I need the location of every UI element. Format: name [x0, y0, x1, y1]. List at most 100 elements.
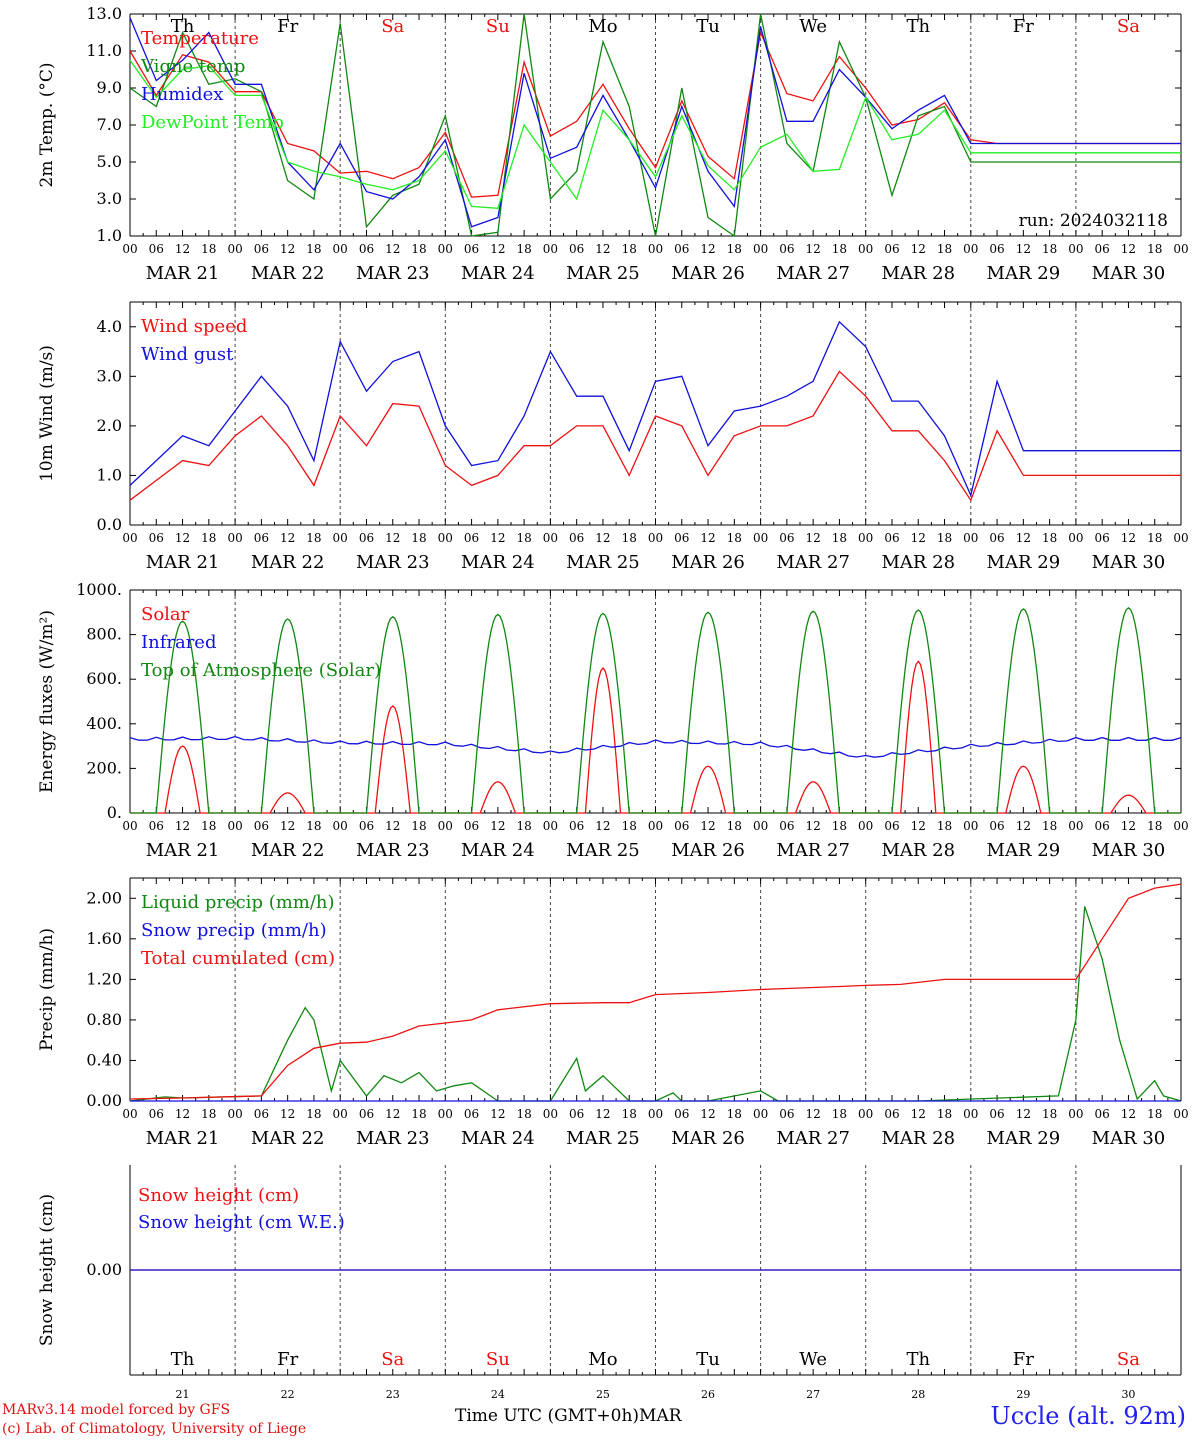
x-date-label: MAR 27	[776, 552, 850, 573]
x-date-label: MAR 30	[1092, 840, 1166, 861]
x-hour-label: 00	[543, 1107, 558, 1121]
x-hour-label: 06	[359, 1107, 374, 1121]
weekday-label: Sa	[381, 1349, 404, 1370]
x-hour-label: 12	[175, 819, 190, 833]
x-hour-label: 00	[648, 819, 663, 833]
x-hour-label: 06	[569, 819, 584, 833]
x-hour-label: 12	[700, 242, 715, 256]
x-hour-label: 18	[1042, 1107, 1057, 1121]
x-hour-label: 06	[989, 242, 1004, 256]
legend-label: Temperature	[141, 28, 259, 49]
x-hour-label: 18	[516, 242, 531, 256]
y-tick-label: 0.00	[86, 1091, 122, 1110]
x-date-label: MAR 29	[987, 552, 1061, 573]
x-hour-label: 00	[333, 242, 348, 256]
x-hour-label: 00	[963, 1107, 978, 1121]
weekday-label: Mo	[588, 1349, 617, 1370]
x-hour-label: 18	[201, 242, 216, 256]
x-date-label: MAR 24	[461, 1128, 535, 1149]
x-hour-label: 06	[884, 242, 899, 256]
x-date-label: MAR 25	[566, 840, 640, 861]
x-hour-label: 18	[622, 1107, 637, 1121]
x-date-label: MAR 23	[356, 263, 430, 284]
x-hour-label: 06	[779, 242, 794, 256]
x-hour-label: 18	[306, 531, 321, 545]
x-hour-label: 06	[884, 819, 899, 833]
series-line-wind-gust	[129, 320, 1181, 498]
x-date-label: MAR 28	[881, 1128, 955, 1149]
x-hour-label: 06	[989, 1107, 1004, 1121]
x-hour-label: 00	[438, 531, 453, 545]
x-hour-label: 00	[227, 242, 242, 256]
series-line-dewpoint-temp	[129, 59, 1181, 209]
x-date-label: MAR 21	[146, 552, 220, 573]
x-hour-label: 12	[385, 1107, 400, 1121]
day-number-label: 28	[911, 1388, 925, 1400]
x-hour-label: 18	[306, 819, 321, 833]
x-date-label: MAR 28	[881, 840, 955, 861]
x-hour-label: 12	[490, 242, 505, 256]
x-hour-label: 06	[464, 242, 479, 256]
x-hour-label: 12	[385, 242, 400, 256]
y-axis-title: 10m Wind (m/s)	[37, 345, 57, 482]
legend-label: Snow height (cm W.E.)	[138, 1212, 345, 1233]
x-hour-label: 00	[1068, 1107, 1083, 1121]
x-hour-label: 00	[122, 1107, 137, 1121]
x-hour-label: 06	[254, 531, 269, 545]
legend-label: Liquid precip (mm/h)	[141, 892, 335, 913]
weekday-label: Th	[171, 1349, 195, 1370]
panel-5	[129, 1165, 1182, 1376]
x-date-label: MAR 25	[566, 263, 640, 284]
x-hour-label: 06	[254, 819, 269, 833]
y-tick-label: 1.60	[86, 929, 122, 948]
weekday-label: Th	[906, 1349, 930, 1370]
y-tick-label: 0.00	[86, 1260, 122, 1279]
y-tick-label: 3.0	[97, 366, 122, 385]
y-axis-title: Energy fluxes (W/m²)	[37, 610, 57, 793]
x-hour-label: 06	[674, 531, 689, 545]
series-line-vigne-temp	[129, 13, 1181, 238]
x-date-label: MAR 30	[1092, 552, 1166, 573]
x-hour-label: 18	[1147, 242, 1162, 256]
y-tick-label: 0.40	[86, 1050, 122, 1069]
day-number-label: 22	[281, 1388, 295, 1400]
x-hour-label: 12	[280, 242, 295, 256]
weekday-label: Th	[171, 16, 195, 37]
x-hour-label: 18	[1147, 1107, 1162, 1121]
x-hour-label: 06	[569, 531, 584, 545]
x-hour-label: 12	[806, 242, 821, 256]
x-date-label: MAR 27	[776, 840, 850, 861]
day-number-label: 24	[491, 1388, 505, 1400]
x-hour-label: 18	[306, 1107, 321, 1121]
x-date-label: MAR 29	[987, 1128, 1061, 1149]
x-date-label: MAR 23	[356, 1128, 430, 1149]
x-hour-label: 06	[254, 1107, 269, 1121]
lab-credit: (c) Lab. of Climatology, University of L…	[2, 1421, 307, 1437]
meteogram-chart: 13.0 11.0 9.0 7.0 5.0 3.0 1.0 2m Temp. (°C) 00 06…	[37, 4, 1189, 1400]
x-hour-label: 18	[1042, 531, 1057, 545]
weekday-label: Fr	[1013, 1349, 1034, 1370]
x-hour-label: 12	[911, 531, 926, 545]
x-hour-label: 00	[543, 531, 558, 545]
x-hour-label: 12	[595, 1107, 610, 1121]
weekday-label: We	[799, 16, 827, 37]
x-hour-label: 12	[595, 531, 610, 545]
panel-1	[129, 13, 1182, 238]
panel-2	[129, 301, 1182, 526]
x-hour-label: 06	[779, 531, 794, 545]
x-hour-label: 12	[1121, 242, 1136, 256]
x-date-label: MAR 23	[356, 840, 430, 861]
x-hour-label: 12	[280, 1107, 295, 1121]
x-hour-label: 00	[858, 1107, 873, 1121]
weekday-label: Fr	[277, 1349, 298, 1370]
x-axis-title: Time UTC (GMT+0h)MAR	[455, 1406, 682, 1426]
x-hour-label: 06	[989, 819, 1004, 833]
x-hour-label: 00	[753, 242, 768, 256]
x-date-label: MAR 25	[566, 552, 640, 573]
x-hour-label: 18	[1042, 819, 1057, 833]
x-date-label: MAR 28	[881, 552, 955, 573]
x-date-label: MAR 24	[461, 840, 535, 861]
x-hour-label: 12	[1016, 531, 1031, 545]
x-hour-label: 00	[1173, 819, 1188, 833]
x-hour-label: 06	[149, 1107, 164, 1121]
